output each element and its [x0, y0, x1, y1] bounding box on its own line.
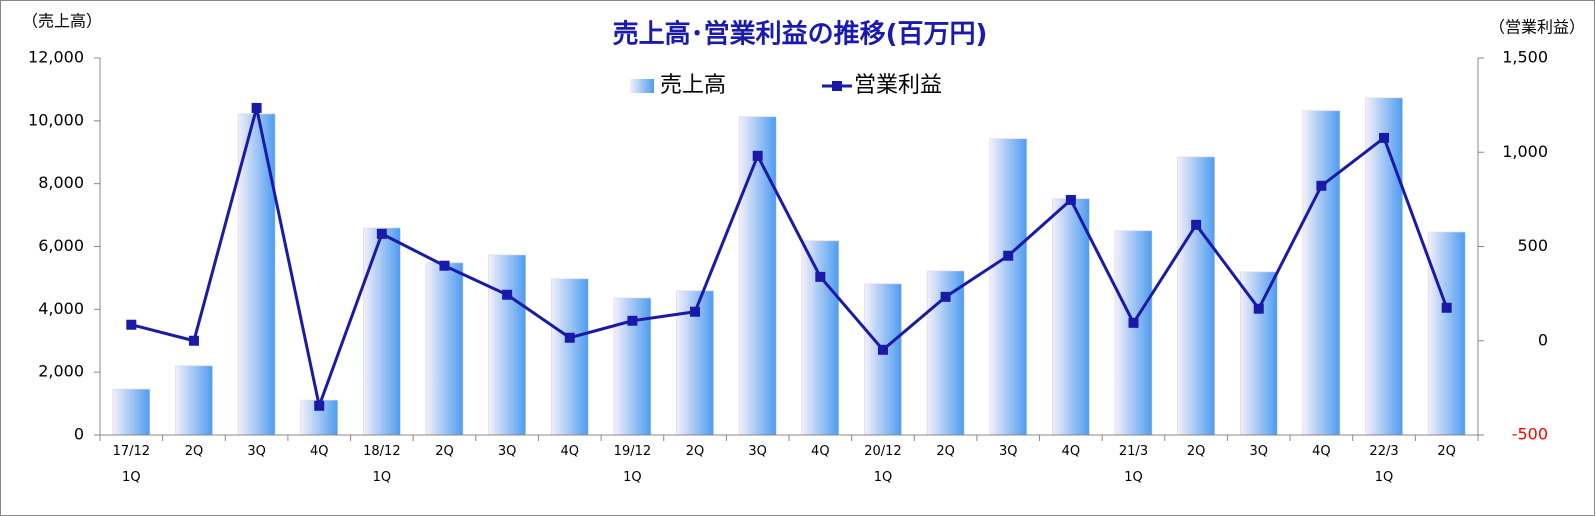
x-tick-label: 20/12 1Q	[864, 444, 902, 485]
x-tick-label: 2Q	[1186, 444, 1206, 459]
line-marker	[940, 291, 951, 302]
y-tick-label: 10,000	[28, 110, 84, 129]
line-marker	[1003, 250, 1014, 261]
line	[130, 107, 1449, 412]
y2-tick-label: 1,500	[1502, 48, 1548, 67]
bar	[864, 283, 902, 436]
y2-axis-label: （営業利益）	[1489, 18, 1585, 37]
line-marker	[376, 228, 387, 239]
line-marker	[126, 319, 137, 330]
legend-swatch	[630, 79, 654, 93]
line-marker	[1379, 132, 1390, 143]
bar	[1052, 198, 1090, 436]
line-marker	[752, 150, 763, 161]
bar	[488, 254, 526, 436]
legend-label: 営業利益	[854, 73, 942, 98]
y-tick-label: 12,000	[28, 48, 84, 67]
line-marker	[690, 306, 701, 317]
bar	[112, 388, 151, 436]
x-tick-label: 2Q	[1437, 444, 1456, 459]
line-marker	[502, 289, 513, 300]
line-marker	[1441, 302, 1452, 313]
x-tick-label: 4Q	[811, 444, 830, 459]
bar	[1239, 271, 1278, 436]
y2-tick-label: -500	[1512, 425, 1548, 444]
y-axis-label: （売上高）	[22, 12, 102, 31]
legend-swatch	[832, 81, 842, 91]
y2-tick-label: 0	[1538, 330, 1548, 349]
x-tick-label: 4Q	[1312, 444, 1331, 459]
bar	[1177, 156, 1215, 436]
line-marker	[1191, 219, 1202, 230]
x-tick-label: 21/3 1Q	[1118, 444, 1149, 485]
bar	[237, 113, 276, 436]
y-tick-label: 8,000	[38, 173, 84, 192]
bar	[1302, 110, 1341, 436]
bar	[1427, 231, 1466, 436]
line-marker	[1316, 180, 1327, 191]
y-tick-label: 0	[74, 425, 84, 444]
line-marker	[251, 102, 262, 113]
x-tick-label: 19/12 1Q	[613, 444, 652, 485]
line-marker	[1128, 317, 1139, 328]
x-tick-label: 2Q	[936, 444, 955, 459]
bar	[801, 240, 840, 436]
x-tick-label: 18/12 1Q	[363, 444, 401, 485]
x-tick-label: 22/3 1Q	[1369, 444, 1399, 485]
y-tick-label: 4,000	[38, 299, 84, 318]
line-marker	[1253, 303, 1264, 314]
x-tick-label: 3Q	[1249, 444, 1269, 459]
line-marker	[439, 260, 450, 271]
chart-title: 売上高･営業利益の推移(百万円)	[613, 19, 988, 50]
line-marker	[314, 400, 325, 411]
x-tick-label: 4Q	[560, 444, 580, 459]
legend-label: 売上高	[660, 73, 726, 98]
bar	[175, 365, 213, 436]
line-marker	[877, 344, 888, 355]
bar	[1114, 230, 1153, 436]
y2-tick-label: 1,000	[1502, 142, 1548, 161]
x-tick-label: 4Q	[1061, 444, 1081, 459]
x-tick-label: 3Q	[998, 444, 1018, 459]
x-tick-label: 3Q	[748, 444, 767, 459]
x-tick-label: 4Q	[309, 444, 329, 459]
y-tick-label: 2,000	[38, 362, 84, 381]
bar	[1365, 97, 1403, 436]
x-tick-label: 3Q	[247, 444, 266, 459]
line-marker	[627, 315, 638, 326]
line-marker	[1065, 194, 1076, 205]
x-tick-label: 2Q	[685, 444, 705, 459]
bar	[738, 116, 777, 436]
x-tick-label: 2Q	[435, 444, 454, 459]
line-marker	[564, 332, 575, 343]
bar	[363, 227, 401, 436]
x-tick-label: 17/12 1Q	[112, 444, 151, 485]
y2-tick-label: 500	[1517, 236, 1548, 255]
x-tick-label: 2Q	[184, 444, 204, 459]
y-tick-label: 6,000	[38, 236, 84, 255]
bar	[425, 262, 464, 436]
bar	[550, 278, 589, 436]
x-tick-label: 3Q	[497, 444, 517, 459]
line-marker	[815, 271, 826, 282]
line-marker	[188, 335, 199, 346]
bar	[989, 138, 1028, 436]
